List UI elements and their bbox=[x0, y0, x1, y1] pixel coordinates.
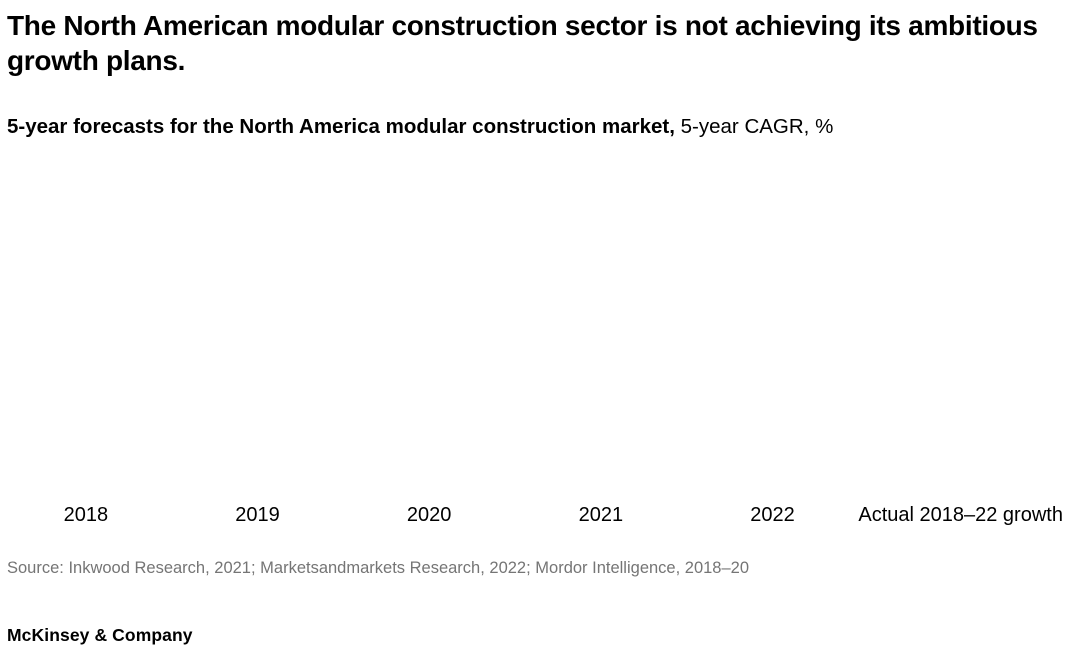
exhibit-title: The North American modular construction … bbox=[7, 10, 1038, 76]
x-axis-label-2019: 2019 bbox=[235, 504, 280, 526]
chart-plot-area bbox=[0, 150, 1080, 498]
x-axis-label-2020: 2020 bbox=[406, 504, 452, 526]
exhibit-subtitle: 5-year forecasts for the North America m… bbox=[7, 114, 1073, 140]
subtitle-unit-text: 5-year CAGR, % bbox=[674, 115, 834, 138]
mckinsey-company-wordmark: McKinsey & Company bbox=[7, 625, 193, 645]
x-axis-labels: 2018 2019 2020 2021 2022 Actual 2018–22 … bbox=[0, 503, 1063, 527]
source-note: Source: Inkwood Research, 2021; Marketsa… bbox=[7, 559, 750, 577]
x-axis-label-2018: 2018 bbox=[63, 504, 109, 526]
x-axis-label-actual-growth: Actual 2018–22 growth bbox=[858, 504, 1063, 526]
x-axis-label-2021: 2021 bbox=[578, 504, 624, 526]
x-axis-label-2022: 2022 bbox=[750, 504, 795, 526]
subtitle-bold-text: 5-year forecasts for the North America m… bbox=[7, 115, 675, 138]
